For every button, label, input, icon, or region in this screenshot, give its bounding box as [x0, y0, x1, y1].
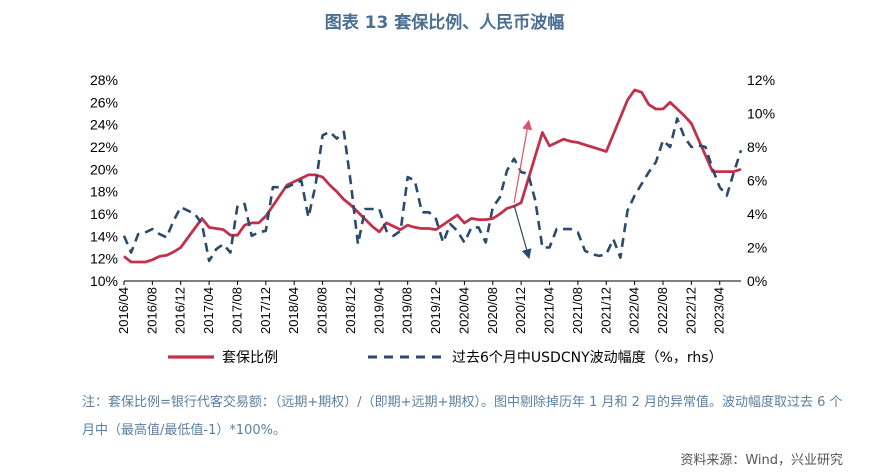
x-tick-label: 2017/12: [258, 287, 273, 334]
x-tick-label: 2021/12: [598, 287, 613, 334]
y-left-tick-label: 10%: [90, 273, 118, 289]
x-tick-label: 2022/04: [627, 287, 642, 334]
chart: 10% 12% 14% 16% 18% 20% 22% 24% 26% 28% 0% 2% 4% 6% 8%…: [90, 72, 775, 366]
x-tick-label: 2016/12: [173, 287, 188, 334]
x-tick-label: 2019/12: [428, 287, 443, 334]
x-tick-label: 2019/04: [371, 287, 386, 334]
x-tick-label: 2017/08: [229, 287, 244, 334]
legend-label-volatility: 过去6个月中USDCNY波动幅度（%，rhs）: [452, 350, 723, 366]
y-left-tick-label: 16%: [90, 206, 118, 222]
y-right-tick-label: 8%: [747, 139, 767, 155]
series-lines: [122, 88, 743, 264]
x-tick-label: 2021/04: [542, 287, 557, 334]
y-left-tick-label: 14%: [90, 228, 118, 244]
down-arrow-annotation: [513, 204, 532, 260]
chart-source: 资料来源：Wind，兴业研究: [680, 453, 843, 468]
x-tick-label: 2017/04: [201, 287, 216, 334]
x-tick-label: 2020/08: [485, 287, 500, 334]
x-tick-label: 2021/08: [570, 287, 585, 334]
x-tick-label: 2022/12: [683, 287, 698, 334]
x-tick-label: 2018/04: [286, 287, 301, 334]
y-right-tick-label: 2%: [747, 240, 767, 256]
y-left-tick-label: 24%: [90, 117, 118, 133]
y-left-tick-label: 18%: [90, 184, 118, 200]
x-tick-label: 2019/08: [400, 287, 415, 334]
up-arrow-annotation: [513, 119, 533, 203]
x-tick-label: 2020/12: [513, 287, 528, 334]
x-tick-label: 2020/04: [456, 287, 471, 334]
x-tick-label: 2018/12: [343, 287, 358, 334]
y-left-tick-label: 26%: [90, 94, 118, 110]
x-tick-label: 2023/04: [712, 287, 727, 334]
x-tick-label: 2022/08: [655, 287, 670, 334]
y-right-tick-label: 4%: [747, 206, 767, 222]
y-left-tick-label: 28%: [90, 72, 118, 88]
x-tick-label: 2016/08: [144, 287, 159, 334]
y-left-tick-label: 22%: [90, 139, 118, 155]
usdcny-volatility-line: [122, 117, 743, 263]
legend: 套保比例 过去6个月中USDCNY波动幅度（%，rhs）: [168, 350, 723, 366]
chart-note: 注：套保比例=银行代客交易额：（远期+期权）/（即期+远期+期权）。图中剔除掉历…: [82, 395, 843, 438]
y-left-tick-label: 20%: [90, 161, 118, 177]
y-right-tick-label: 0%: [747, 273, 767, 289]
y-right-tick-label: 12%: [747, 72, 775, 88]
legend-label-hedge-ratio: 套保比例: [222, 350, 278, 366]
x-tick-label: 2016/04: [116, 287, 131, 334]
x-tick-label: 2018/08: [315, 287, 330, 334]
axes: 10% 12% 14% 16% 18% 20% 22% 24% 26% 28% 0% 2% 4% 6% 8%…: [90, 72, 775, 334]
y-left-tick-label: 12%: [90, 251, 118, 267]
hedge-ratio-line: [123, 88, 742, 264]
y-right-tick-label: 10%: [747, 106, 775, 122]
chart-title: 图表 13 套保比例、人民币波幅: [324, 13, 565, 33]
y-right-tick-label: 6%: [747, 173, 767, 189]
